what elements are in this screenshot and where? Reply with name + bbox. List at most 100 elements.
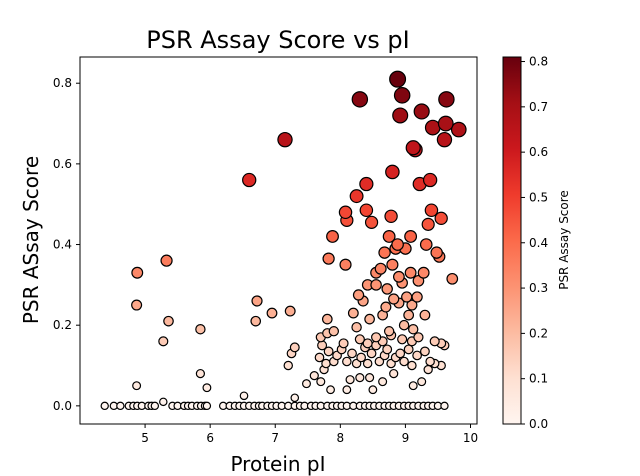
y-tick-label: 0.4 xyxy=(53,238,72,252)
scatter-point xyxy=(419,238,433,251)
y-tick-label: 0.2 xyxy=(53,318,72,332)
x-tick-label: 10 xyxy=(463,431,478,445)
scatter-point xyxy=(370,279,382,291)
scatter-point xyxy=(383,326,395,337)
scatter-point xyxy=(382,230,396,243)
scatter-point xyxy=(412,350,422,361)
scatter-point xyxy=(359,203,374,218)
scatter-point xyxy=(378,246,391,259)
colorbar-tick-label: 0.0 xyxy=(529,417,548,431)
scatter-point xyxy=(356,352,366,363)
scatter-point xyxy=(100,401,109,411)
colorbar-label: PSR Assay Score xyxy=(557,190,571,290)
scatter-point xyxy=(250,315,262,327)
scatter-point xyxy=(421,217,435,231)
scatter-point xyxy=(316,377,326,387)
scatter-point xyxy=(314,352,325,363)
scatter-point xyxy=(338,338,349,349)
scatter-point xyxy=(374,356,385,367)
scatter-point xyxy=(382,344,393,355)
scatter-point xyxy=(404,266,417,279)
colorbar-tick-label: 0.3 xyxy=(529,281,548,295)
scatter-point xyxy=(423,364,433,375)
scatter-point xyxy=(354,334,365,345)
x-axis-ticks: 5 6 7 8 9 10 xyxy=(141,424,478,445)
scatter-point xyxy=(424,119,441,136)
scatter-point xyxy=(359,176,374,192)
x-tick-label: 8 xyxy=(337,431,345,445)
scatter-point xyxy=(417,266,430,279)
x-tick-label: 9 xyxy=(402,431,410,445)
scatter-point xyxy=(322,252,335,265)
scatter-point xyxy=(378,377,388,387)
scatter-point xyxy=(388,293,400,305)
scatter-point xyxy=(368,385,378,395)
scatter-point xyxy=(371,332,382,343)
scatter-point xyxy=(393,270,405,283)
colorbar-tick-label: 0.5 xyxy=(529,190,548,204)
scatter-point xyxy=(437,115,454,132)
y-tick-label: 0.6 xyxy=(53,157,72,171)
y-tick-label: 0.8 xyxy=(53,76,72,90)
scatter-point xyxy=(420,346,430,357)
scatter-point xyxy=(397,334,408,345)
scatter-point xyxy=(195,324,206,335)
scatter-point xyxy=(266,307,278,319)
colorbar-tick-label: 0.8 xyxy=(529,55,548,69)
scatter-point xyxy=(338,205,353,220)
scatter-point xyxy=(413,332,424,343)
colorbar-tick-label: 0.6 xyxy=(529,145,548,159)
scatter-point xyxy=(160,254,173,267)
scatter-point xyxy=(362,358,373,369)
scatter-point xyxy=(342,356,352,367)
scatter-point xyxy=(347,348,357,359)
plot-frame xyxy=(79,56,478,425)
scatter-point xyxy=(159,397,168,407)
scatter-point xyxy=(380,301,392,313)
scatter-point xyxy=(362,338,373,349)
scatter-point xyxy=(385,164,400,180)
scatter-point xyxy=(277,131,293,148)
scatter-point xyxy=(403,309,415,321)
scatter-point xyxy=(399,356,409,367)
scatter-point xyxy=(393,87,411,104)
scatter-point xyxy=(355,373,365,383)
scatter-point xyxy=(429,336,440,347)
scatter-point xyxy=(386,258,399,271)
scatter-point xyxy=(347,307,359,319)
scatter-point xyxy=(374,262,387,275)
scatter-point xyxy=(404,230,418,243)
scatter-point xyxy=(158,336,169,347)
scatter-point xyxy=(251,295,263,307)
scatter-point xyxy=(434,211,448,225)
scatter-point xyxy=(351,321,362,333)
scatter-point xyxy=(450,121,467,138)
scatter-point xyxy=(321,313,333,325)
scatter-point xyxy=(389,70,407,88)
scatter-point xyxy=(364,313,375,325)
scatter-point xyxy=(438,91,455,108)
scatter-point xyxy=(384,209,398,223)
scatter-point xyxy=(417,377,427,387)
x-tick-label: 6 xyxy=(206,431,214,445)
scatter-point xyxy=(349,189,364,204)
scatter-point xyxy=(131,266,144,279)
scatter-point xyxy=(283,360,293,371)
scatter-point xyxy=(413,103,430,120)
scatter-point xyxy=(323,346,334,357)
scatter-point xyxy=(289,342,300,353)
x-tick-label: 7 xyxy=(271,431,279,445)
scatter-point xyxy=(364,215,379,229)
scatter-point xyxy=(408,324,419,335)
scatter-point xyxy=(116,401,125,411)
scatter-point xyxy=(351,91,369,108)
colorbar-tick-label: 0.1 xyxy=(529,372,548,386)
scatter-point xyxy=(395,348,406,359)
scatter-point xyxy=(425,356,435,367)
scatter-point xyxy=(422,172,438,188)
y-axis-ticks: 0.0 0.2 0.4 0.6 0.8 xyxy=(53,76,80,413)
scatter-point xyxy=(430,246,443,259)
scatter-point xyxy=(339,258,352,271)
scatter-point xyxy=(424,203,439,218)
